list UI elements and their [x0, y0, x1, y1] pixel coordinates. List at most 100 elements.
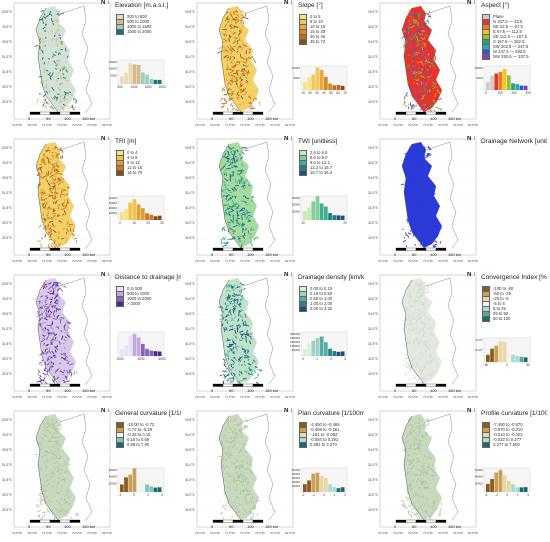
raster-texture: [250, 108, 253, 109]
raster-texture: [241, 291, 242, 293]
histogram-y-tick: 20000: [292, 203, 301, 207]
latitude-label: 32.0°S: [185, 85, 195, 89]
histogram-bar: [303, 484, 307, 492]
raster-texture: [403, 361, 406, 362]
raster-texture: [232, 162, 233, 163]
scale-bar-segment: [233, 248, 243, 251]
longitude-label: 71.5°W: [42, 123, 52, 127]
latitude-label: 31.5°S: [185, 206, 195, 210]
longitude-label: 72.0°W: [27, 259, 37, 263]
raster-texture: [53, 282, 57, 283]
scale-bar-label: 150 km: [82, 524, 95, 529]
histogram-x-tick: 1000: [130, 85, 137, 89]
histogram-x-tick: 70: [343, 91, 347, 95]
histogram-x-tick: 0: [506, 363, 508, 367]
raster-texture: [62, 484, 63, 486]
histogram-bar: [149, 215, 153, 220]
raster-texture: [417, 190, 419, 191]
histogram-bar: [320, 476, 324, 492]
raster-texture: [409, 379, 410, 380]
raster-texture: [425, 178, 426, 181]
panel-title: Distance to drainage [m]: [115, 274, 181, 281]
scale-bar-label: 100: [64, 252, 71, 257]
raster-texture: [402, 36, 404, 39]
raster-texture: [428, 477, 429, 480]
scale-bar-label: 150 km: [82, 252, 95, 257]
longitude-label: 70.0°W: [87, 531, 97, 535]
latitude-label: 32.0°S: [368, 85, 378, 89]
histogram-y-tick: 10000: [292, 484, 301, 488]
map-panel-drainage_network: Drainage Network [unitless]N ↑29.5°S30.0…: [366, 136, 547, 270]
scale-bar-segment: [40, 520, 50, 523]
raster-texture: [433, 86, 434, 88]
panel-title: General curvature [1/100m]: [115, 410, 181, 417]
legend-entry: 0.391 to 3.370: [299, 442, 340, 447]
histogram-bar: [511, 83, 515, 90]
raster-texture: [416, 208, 417, 212]
raster-texture: [228, 100, 232, 101]
latitude-label: 31.5°S: [368, 478, 378, 482]
raster-texture: [228, 222, 230, 223]
scale-bar-segment: [223, 112, 233, 115]
histogram-x-tick: 2000: [158, 85, 165, 89]
longitude-label: 70.5°W: [72, 531, 82, 535]
raster-texture: [68, 504, 71, 505]
raster-texture: [411, 511, 414, 513]
latitude-label: 32.0°S: [368, 357, 378, 361]
raster-texture: [53, 55, 54, 57]
scale-bar-segment: [30, 520, 40, 523]
histogram-x-tick: 6000: [158, 357, 165, 361]
latitude-label: 32.0°S: [2, 85, 12, 89]
latitude-label: 32.0°S: [2, 221, 12, 225]
legend-entry: 45 to 72: [299, 39, 325, 44]
histogram-bar: [332, 351, 336, 356]
raster-texture: [230, 103, 232, 106]
scale-bar-label: 0: [394, 388, 396, 393]
raster-texture: [424, 14, 425, 15]
histogram-bar: [503, 342, 507, 362]
latitude-label: 30.5°S: [185, 312, 195, 316]
scale-bar-label: 50: [46, 388, 50, 393]
raster-texture: [221, 98, 223, 99]
raster-texture: [234, 160, 235, 162]
histogram-y-tick: 20000: [109, 481, 118, 485]
histogram-bar: [158, 487, 162, 492]
scale-bar-segment: [223, 384, 233, 387]
histogram-x-tick: 4: [527, 493, 529, 497]
raster-texture: [408, 233, 412, 234]
raster-texture: [246, 70, 247, 72]
histogram-y-tick: 40000: [109, 475, 118, 479]
latitude-label: 31.0°S: [185, 327, 195, 331]
histogram-bar: [316, 338, 320, 356]
north-arrow-icon: N ↑: [101, 272, 110, 278]
scale-bar-label: 50: [412, 116, 416, 121]
study-region: [36, 278, 76, 384]
legend: -7.490 to -0.570-0.570 to -0.210-0.210 t…: [482, 422, 523, 447]
raster-texture: [244, 208, 245, 210]
latitude-label: 30.5°S: [185, 176, 195, 180]
raster-texture: [421, 19, 423, 20]
longitude-label: 70.5°W: [255, 395, 265, 399]
histogram-y-tick: 5000: [110, 73, 117, 77]
latitude-label: 31.0°S: [185, 463, 195, 467]
scale-bar-label: 100: [430, 116, 437, 121]
scale-bar-segment: [406, 112, 416, 115]
scale-bar-segment: [426, 248, 436, 251]
histogram-bar: [141, 480, 145, 492]
histogram-bar: [499, 470, 503, 492]
scale-bar-segment: [436, 248, 446, 251]
latitude-label: 30.0°S: [2, 25, 12, 29]
scale-bar-label: 50: [229, 252, 233, 257]
longitude-label: 70.5°W: [255, 531, 265, 535]
raster-texture: [60, 456, 62, 457]
raster-texture: [417, 516, 420, 518]
longitude-label: 71.0°W: [57, 259, 67, 263]
histogram-bar: [311, 75, 315, 90]
raster-texture: [45, 428, 46, 432]
raster-texture: [61, 95, 63, 96]
raster-texture: [224, 98, 227, 102]
histogram-x-tick: 2: [147, 493, 149, 497]
